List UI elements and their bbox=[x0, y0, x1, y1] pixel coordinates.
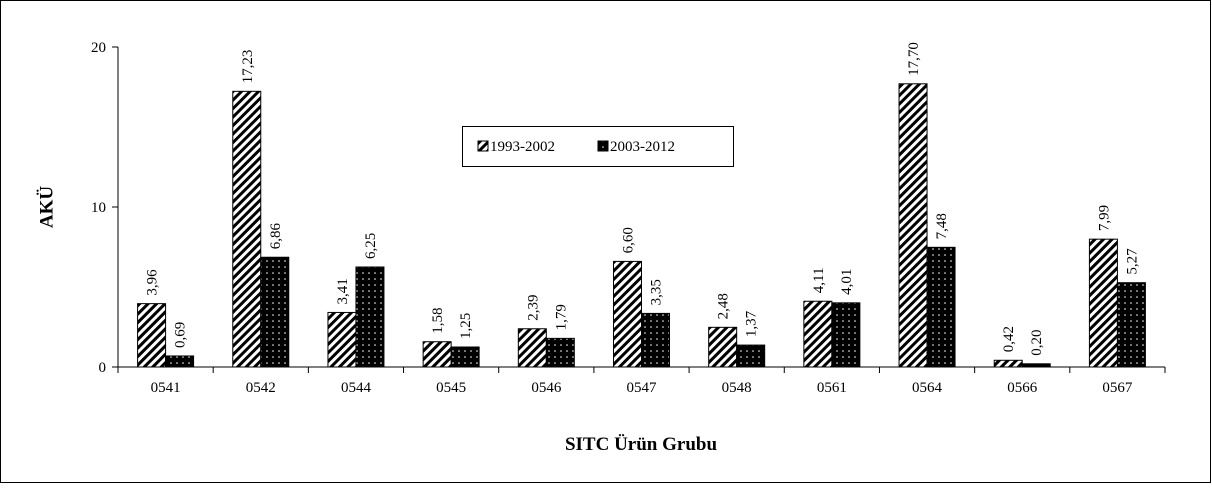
y-axis-label: AKÜ bbox=[36, 186, 57, 229]
y-tick-label: 0 bbox=[99, 360, 107, 376]
bar bbox=[993, 359, 1023, 368]
value-label: 4,11 bbox=[811, 268, 827, 294]
y-tick-label: 20 bbox=[91, 40, 106, 56]
bar bbox=[803, 300, 833, 368]
bar bbox=[232, 90, 262, 368]
value-label: 7,48 bbox=[934, 213, 950, 239]
bar bbox=[355, 266, 385, 368]
value-label: 1,37 bbox=[744, 310, 760, 337]
value-label: 6,86 bbox=[268, 222, 284, 249]
value-label: 17,23 bbox=[240, 50, 256, 84]
legend-swatch bbox=[597, 140, 609, 152]
bar bbox=[517, 328, 547, 368]
value-label: 0,42 bbox=[1001, 326, 1017, 352]
legend-label: 1993-2002 bbox=[490, 139, 555, 155]
bar bbox=[165, 355, 195, 368]
value-label: 17,70 bbox=[906, 42, 922, 76]
bar bbox=[736, 344, 766, 368]
legend-label: 2003-2012 bbox=[610, 139, 675, 155]
value-label: 7,99 bbox=[1096, 205, 1112, 231]
bar bbox=[1116, 282, 1146, 368]
bar bbox=[545, 337, 575, 368]
x-tick-label: 0561 bbox=[817, 380, 847, 396]
legend-swatch bbox=[477, 140, 489, 152]
bar bbox=[708, 326, 738, 368]
bar bbox=[831, 302, 861, 368]
bar bbox=[260, 256, 290, 368]
bar bbox=[422, 341, 452, 368]
x-tick-label: 0566 bbox=[1007, 380, 1038, 396]
x-tick-label: 0546 bbox=[531, 380, 562, 396]
value-label: 6,60 bbox=[621, 227, 637, 253]
value-label: 6,25 bbox=[363, 233, 379, 259]
x-tick-label: 0548 bbox=[722, 380, 752, 396]
x-axis-label: SITC Ürün Grubu bbox=[565, 434, 717, 455]
bar bbox=[926, 246, 956, 368]
value-label: 1,25 bbox=[458, 313, 474, 339]
value-label: 2,39 bbox=[525, 295, 541, 321]
value-label: 3,35 bbox=[649, 279, 665, 305]
value-label: 3,96 bbox=[145, 269, 161, 296]
value-label: 1,79 bbox=[553, 304, 569, 330]
bar bbox=[641, 312, 670, 368]
value-label: 3,41 bbox=[335, 278, 351, 304]
value-label: 4,01 bbox=[839, 269, 855, 295]
value-label: 0,20 bbox=[1029, 330, 1045, 356]
bar bbox=[613, 260, 642, 368]
bar bbox=[1088, 238, 1118, 368]
y-tick-label: 10 bbox=[91, 200, 106, 216]
bar bbox=[450, 346, 480, 368]
value-label: 2,48 bbox=[716, 293, 732, 319]
x-tick-label: 0542 bbox=[246, 380, 276, 396]
bar bbox=[898, 83, 928, 368]
bar bbox=[1021, 363, 1051, 368]
x-tick-label: 0541 bbox=[151, 380, 181, 396]
x-tick-label: 0564 bbox=[912, 380, 943, 396]
bar bbox=[137, 303, 167, 368]
x-tick-label: 0567 bbox=[1102, 380, 1133, 396]
x-tick-label: 0544 bbox=[341, 380, 372, 396]
bar bbox=[327, 311, 357, 368]
x-tick-label: 0545 bbox=[436, 380, 466, 396]
x-tick-label: 0547 bbox=[627, 380, 658, 396]
value-label: 5,27 bbox=[1124, 248, 1140, 275]
value-label: 1,58 bbox=[430, 307, 446, 333]
value-label: 0,69 bbox=[173, 322, 189, 348]
